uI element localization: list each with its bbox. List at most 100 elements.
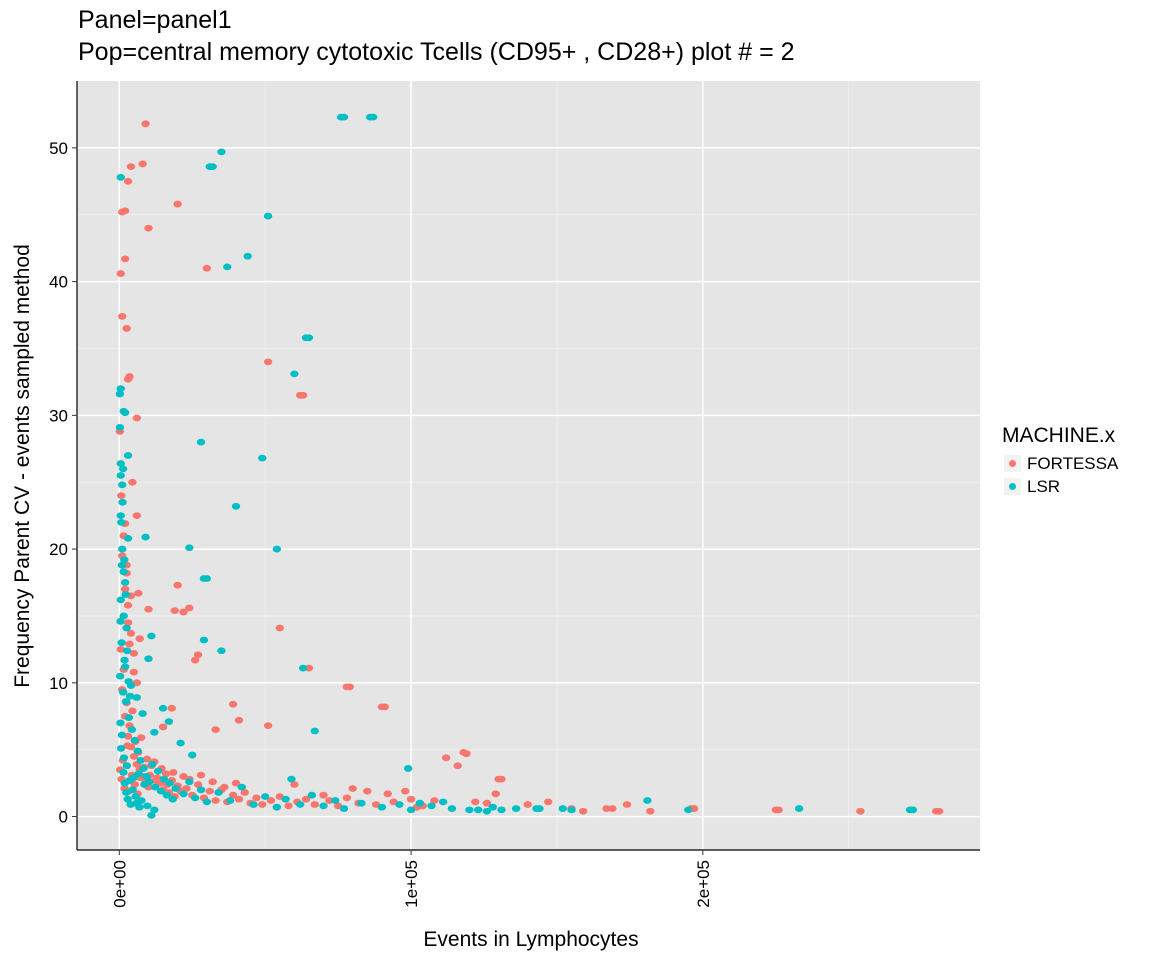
data-point-fortessa [401,787,410,795]
data-point-fortessa [602,805,611,812]
data-point-lsr [139,765,148,772]
data-point-fortessa [136,734,146,742]
data-point-lsr [118,481,127,489]
data-point-lsr [208,163,217,170]
data-point-lsr [214,789,223,796]
data-point-lsr [116,460,125,467]
data-point-fortessa [608,805,617,812]
data-point-fortessa [523,801,532,808]
data-point-fortessa [125,373,134,380]
data-point-fortessa [116,270,125,277]
data-point-lsr [331,797,340,804]
data-point-fortessa [122,325,131,332]
data-point-lsr [249,801,258,808]
data-point-lsr [162,791,172,799]
data-point-lsr [263,212,273,220]
data-point-fortessa [132,512,142,520]
data-point-fortessa [363,787,372,795]
data-point-lsr [116,472,125,479]
data-point-lsr [117,731,127,739]
data-point-lsr [122,789,131,796]
grid-lines [77,81,980,850]
data-point-lsr [123,452,133,459]
chart-title-line-1: Panel=panel1 [78,6,232,34]
data-point-fortessa [497,775,506,783]
data-point-fortessa [205,787,214,795]
data-point-fortessa [934,807,944,815]
data-point-fortessa [325,797,334,804]
data-point-fortessa [348,785,357,792]
data-point-lsr [190,794,200,802]
data-point-lsr [447,805,457,812]
data-points [115,113,944,819]
data-point-lsr [357,799,366,807]
data-point-fortessa [263,722,273,730]
data-point-lsr [116,385,125,392]
data-point-lsr [116,617,125,625]
legend-dot-icon [1009,460,1016,467]
data-point-lsr [116,512,125,520]
data-point-fortessa [342,794,352,802]
data-point-fortessa [129,650,139,657]
data-point-fortessa [135,635,144,643]
data-point-lsr [132,694,142,701]
data-point-lsr [150,806,159,814]
plot-panel [77,81,980,850]
data-point-lsr [558,805,567,812]
data-point-fortessa [123,619,133,627]
data-point-lsr [377,803,387,811]
data-point-fortessa [453,762,462,770]
data-point-fortessa [196,771,206,779]
data-point-lsr [202,798,212,806]
data-point-lsr [482,807,492,815]
data-point-fortessa [173,581,182,589]
data-point-lsr [119,769,128,776]
data-point-lsr [122,624,131,632]
data-point-lsr [153,767,163,775]
legend-dot-icon [1009,483,1016,490]
data-point-fortessa [144,224,153,232]
data-point-fortessa [179,608,188,616]
data-point-lsr [339,805,349,812]
data-point-lsr [119,612,128,620]
data-point-fortessa [193,781,203,788]
data-point-fortessa [193,651,203,659]
data-point-fortessa [234,716,244,724]
data-point-fortessa [263,358,273,366]
data-point-lsr [119,754,129,762]
data-point-lsr [202,575,212,582]
data-point-fortessa [228,700,238,708]
data-point-fortessa [406,795,416,803]
data-point-lsr [150,783,160,791]
data-point-lsr [567,806,576,814]
data-point-lsr [164,718,174,726]
data-point-lsr [120,656,129,664]
data-point-lsr [304,334,314,342]
data-point-fortessa [211,797,220,804]
data-point-fortessa [579,807,588,815]
data-point-lsr [290,370,299,378]
data-point-fortessa [128,478,137,486]
data-point-fortessa [182,785,191,792]
data-point-lsr [188,751,197,759]
data-point-fortessa [132,414,142,422]
data-point-lsr [130,736,139,744]
data-point-fortessa [543,798,553,806]
data-point-lsr [395,801,404,808]
data-point-fortessa [383,790,392,798]
x-axis-label: Events in Lymphocytes [423,928,638,951]
data-point-lsr [237,783,247,791]
data-point-lsr [117,561,127,569]
data-point-fortessa [220,783,229,791]
data-point-lsr [272,545,282,553]
data-point-fortessa [856,807,865,815]
data-point-lsr [135,803,144,811]
data-point-lsr [223,263,232,271]
data-point-lsr [133,747,142,755]
legend-item-fortessa: FORTESSA [1002,452,1118,475]
data-point-fortessa [158,723,168,731]
data-point-fortessa [138,160,147,168]
data-point-fortessa [123,177,133,185]
data-point-fortessa [185,604,194,612]
data-point-fortessa [125,640,134,648]
